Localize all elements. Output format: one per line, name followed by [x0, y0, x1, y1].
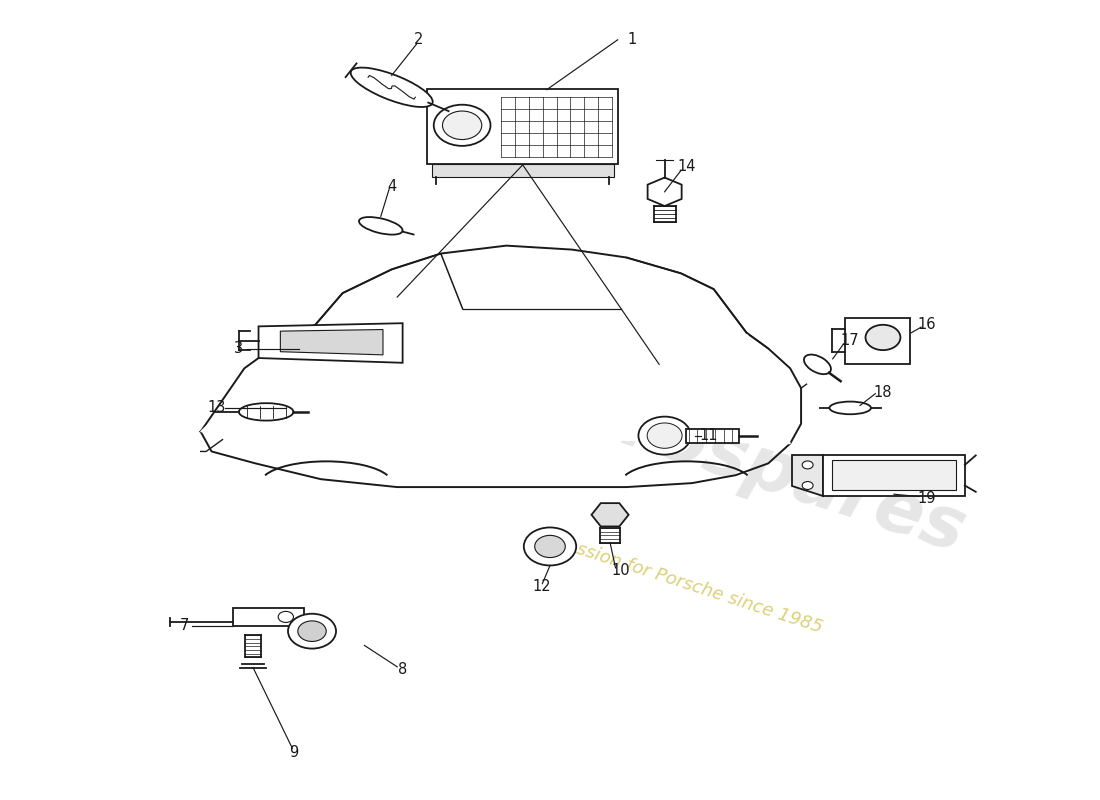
- Text: 16: 16: [917, 318, 936, 332]
- Text: 17: 17: [840, 333, 859, 348]
- Text: 8: 8: [398, 662, 407, 677]
- Text: 11: 11: [698, 428, 717, 443]
- Circle shape: [288, 614, 336, 649]
- Bar: [233, 608, 305, 626]
- Circle shape: [298, 621, 327, 642]
- Text: 1: 1: [627, 32, 637, 47]
- Text: 4: 4: [387, 178, 396, 194]
- Text: eurospares: eurospares: [518, 360, 975, 566]
- Bar: [845, 318, 910, 363]
- Text: 2: 2: [415, 32, 424, 47]
- Polygon shape: [280, 330, 383, 355]
- Text: 12: 12: [532, 578, 551, 594]
- Circle shape: [802, 461, 813, 469]
- Ellipse shape: [359, 217, 403, 234]
- Circle shape: [647, 423, 682, 448]
- Circle shape: [866, 325, 901, 350]
- Text: 9: 9: [289, 745, 298, 760]
- Polygon shape: [648, 178, 682, 206]
- Bar: [832, 460, 956, 490]
- Polygon shape: [792, 454, 823, 496]
- Circle shape: [638, 417, 691, 454]
- Text: 19: 19: [917, 491, 936, 506]
- Text: a passion for Porsche since 1985: a passion for Porsche since 1985: [537, 528, 825, 637]
- Circle shape: [524, 527, 576, 566]
- Polygon shape: [200, 246, 790, 443]
- Polygon shape: [592, 503, 628, 526]
- Polygon shape: [200, 309, 801, 487]
- Circle shape: [278, 611, 294, 622]
- Text: 18: 18: [873, 385, 892, 399]
- Circle shape: [433, 105, 491, 146]
- Circle shape: [802, 482, 813, 490]
- Bar: [823, 454, 965, 496]
- Bar: [686, 429, 739, 442]
- Ellipse shape: [804, 354, 830, 374]
- Polygon shape: [258, 323, 403, 362]
- Ellipse shape: [351, 67, 432, 107]
- Text: 3: 3: [234, 341, 243, 356]
- Circle shape: [442, 111, 482, 139]
- Text: 10: 10: [612, 562, 630, 578]
- Ellipse shape: [829, 402, 871, 414]
- Text: 13: 13: [208, 401, 227, 415]
- Circle shape: [535, 535, 565, 558]
- Text: 14: 14: [678, 159, 695, 174]
- Bar: [431, 165, 614, 177]
- Text: 7: 7: [179, 618, 189, 633]
- Ellipse shape: [239, 403, 294, 421]
- Bar: [427, 90, 618, 165]
